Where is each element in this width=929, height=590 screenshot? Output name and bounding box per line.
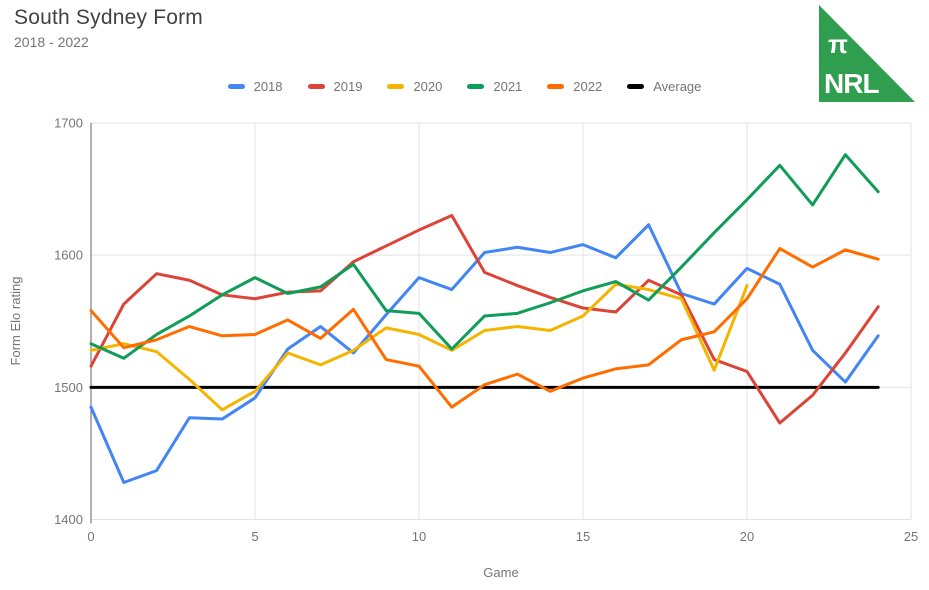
chart-subtitle: 2018 - 2022 bbox=[14, 34, 89, 50]
legend-swatch-2022 bbox=[547, 84, 565, 89]
legend-swatch-2021 bbox=[467, 84, 485, 89]
x-tick-label: 10 bbox=[412, 529, 426, 544]
legend-label-2021: 2021 bbox=[493, 79, 523, 94]
y-axis-title: Form Elo rating bbox=[8, 277, 23, 366]
logo-triangle bbox=[819, 5, 915, 102]
legend-swatch-2018 bbox=[227, 84, 245, 89]
y-tick-label: 1700 bbox=[54, 116, 83, 131]
x-tick-label: 5 bbox=[251, 529, 258, 544]
logo-text: NRL bbox=[824, 68, 879, 99]
legend-swatch-average bbox=[627, 84, 645, 89]
legend-label-2019: 2019 bbox=[333, 79, 363, 94]
y-tick-label: 1500 bbox=[54, 380, 83, 395]
nrl-logo: π NRL bbox=[819, 5, 915, 102]
legend-label-2022: 2022 bbox=[573, 79, 603, 94]
legend-item-2019: 2019 bbox=[307, 79, 363, 94]
legend-swatch-2020 bbox=[387, 84, 405, 89]
x-tick-label: 15 bbox=[576, 529, 590, 544]
logo-pi-symbol: π bbox=[828, 29, 848, 59]
legend-label-2020: 2020 bbox=[413, 79, 443, 94]
legend-label-average: Average bbox=[653, 79, 702, 94]
chart-title: South Sydney Form bbox=[14, 6, 203, 29]
series-line-2022 bbox=[89, 247, 880, 409]
series-line-2021 bbox=[89, 153, 880, 360]
x-tick-label: 20 bbox=[740, 529, 754, 544]
legend-swatch-2019 bbox=[307, 84, 325, 89]
series-line-2020 bbox=[89, 282, 749, 412]
x-tick-label: 25 bbox=[904, 529, 918, 544]
legend-item-2022: 2022 bbox=[547, 79, 602, 94]
legend-item-2020: 2020 bbox=[387, 79, 442, 94]
legend-item-2018: 2018 bbox=[227, 79, 283, 94]
series-line-2019 bbox=[89, 214, 880, 425]
series-line-2018 bbox=[89, 223, 880, 484]
legend-label-2018: 2018 bbox=[253, 79, 283, 94]
chart-legend: 2018 2019 2020 2021 2022 Average bbox=[0, 79, 929, 94]
y-tick-label: 1400 bbox=[54, 512, 83, 527]
legend-item-average: Average bbox=[627, 79, 701, 94]
y-tick-label: 1600 bbox=[54, 248, 83, 263]
x-tick-label: 0 bbox=[87, 529, 94, 544]
x-axis-title: Game bbox=[483, 565, 518, 580]
legend-item-2021: 2021 bbox=[467, 79, 522, 94]
